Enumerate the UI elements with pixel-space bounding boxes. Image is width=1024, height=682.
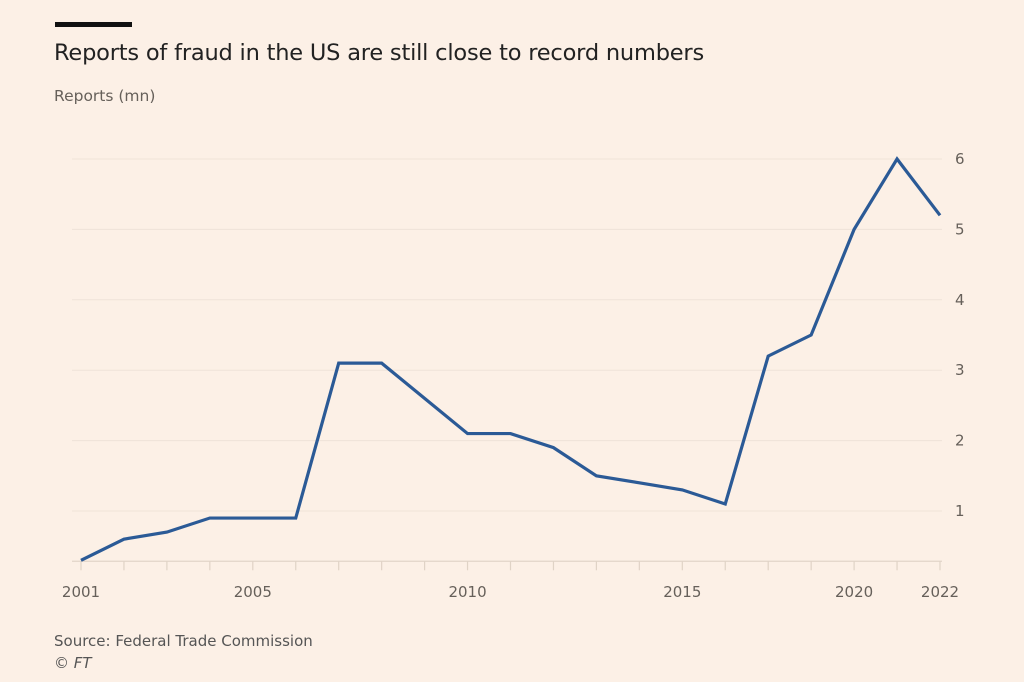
- y-tick-label: 2: [955, 432, 965, 450]
- x-tick-label: 2020: [835, 583, 873, 601]
- x-tick-label: 2022: [921, 583, 959, 601]
- source-note: Source: Federal Trade Commission: [54, 632, 313, 650]
- y-tick-label: 1: [955, 502, 965, 520]
- x-tick-label: 2001: [62, 583, 100, 601]
- chart-title: Reports of fraud in the US are still clo…: [54, 40, 704, 66]
- chart-subtitle: Reports (mn): [54, 87, 156, 105]
- y-tick-label: 3: [955, 361, 965, 379]
- ft-accent-bar: [55, 22, 132, 27]
- x-tick-label: 2015: [663, 583, 701, 601]
- y-tick-label: 5: [955, 220, 965, 238]
- ft-credit: © FT: [54, 654, 92, 672]
- y-tick-label: 4: [955, 291, 965, 309]
- x-tick-label: 2010: [448, 583, 486, 601]
- x-tick-label: 2005: [234, 583, 272, 601]
- series-line-reports: [80, 156, 942, 562]
- y-tick-label: 6: [955, 150, 965, 168]
